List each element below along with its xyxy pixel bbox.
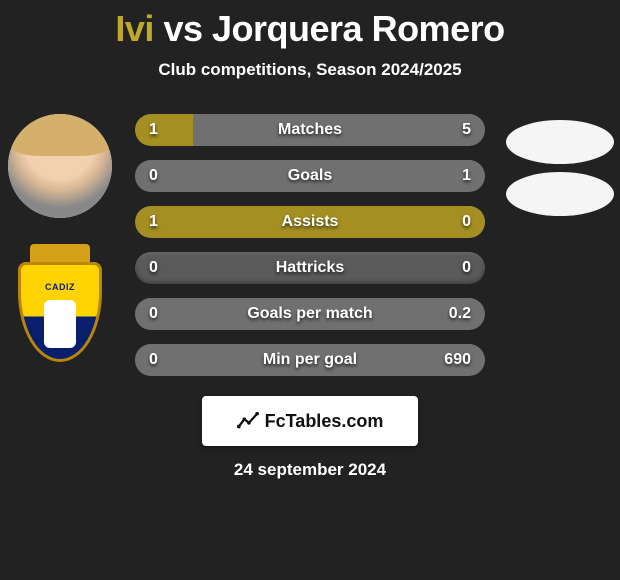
player2-column	[500, 114, 620, 216]
chart-icon	[237, 410, 259, 432]
stat-label: Matches	[135, 121, 485, 139]
player1-avatar	[8, 114, 112, 218]
stat-label: Assists	[135, 213, 485, 231]
stat-row: 00.2Goals per match	[135, 298, 485, 330]
stat-row: 01Goals	[135, 160, 485, 192]
crest-label: CADIZ	[8, 282, 112, 292]
comparison-content: CADIZ 15Matches 01Goals 10Assists 00Hattric…	[0, 114, 620, 376]
stat-label: Goals	[135, 167, 485, 185]
player2-avatar	[506, 120, 614, 164]
player1-club-crest: CADIZ	[8, 242, 112, 372]
stat-row: 10Assists	[135, 206, 485, 238]
page-title: Ivi vs Jorquera Romero	[0, 0, 620, 50]
title-player1: Ivi	[115, 8, 154, 49]
date-label: 24 september 2024	[0, 460, 620, 480]
title-vs: vs	[163, 8, 202, 49]
stat-label: Hattricks	[135, 259, 485, 277]
title-player2: Jorquera Romero	[212, 8, 505, 49]
stat-row: 15Matches	[135, 114, 485, 146]
stat-row: 00Hattricks	[135, 252, 485, 284]
stat-row: 0690Min per goal	[135, 344, 485, 376]
stat-label: Min per goal	[135, 351, 485, 369]
stat-bars: 15Matches 01Goals 10Assists 00Hattricks 00.2…	[135, 114, 485, 376]
stat-label: Goals per match	[135, 305, 485, 323]
badge-text: FcTables.com	[265, 411, 384, 432]
subtitle: Club competitions, Season 2024/2025	[0, 60, 620, 80]
source-badge: FcTables.com	[202, 396, 418, 446]
player2-club-crest	[506, 172, 614, 216]
player1-column: CADIZ	[0, 114, 120, 372]
